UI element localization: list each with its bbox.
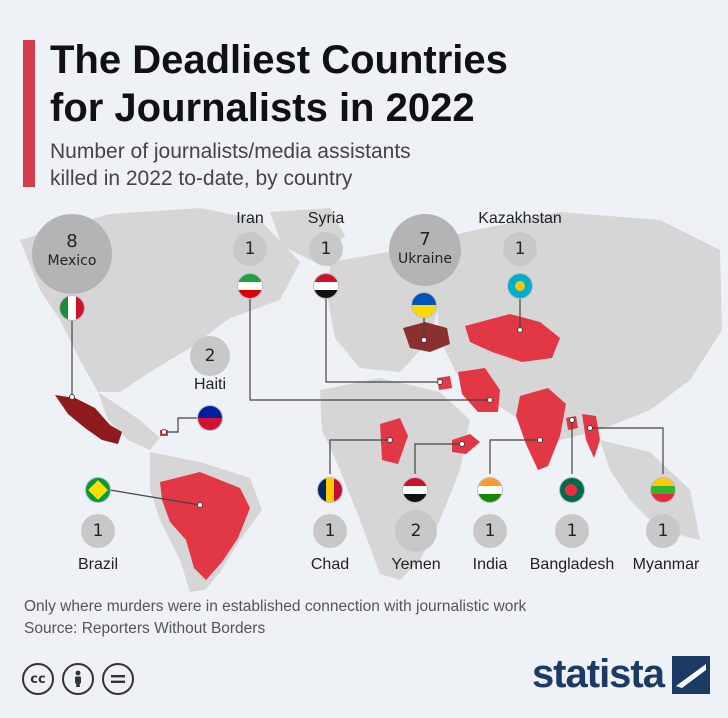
statista-logo-mark-icon	[672, 655, 710, 694]
ukraine-region	[403, 322, 450, 352]
chad-label: Chad	[310, 556, 350, 573]
yemen-dot	[459, 441, 465, 447]
title-accent-bar	[23, 40, 35, 187]
myanmar-dot	[587, 425, 593, 431]
yemen-flag-icon	[403, 478, 427, 502]
ukraine-count: 7	[419, 229, 431, 250]
kazakhstan-count: 1	[514, 239, 526, 259]
haiti-flag-icon	[198, 406, 222, 430]
yemen-region	[452, 434, 480, 454]
bangladesh-count-bubble: 1	[555, 514, 589, 548]
haiti-label: Haiti	[193, 376, 227, 393]
bangladesh-dot	[569, 417, 575, 423]
ukraine-count-bubble: 7 Ukraine	[389, 214, 461, 286]
mexico-count: 8	[66, 231, 78, 252]
central-america-land	[98, 392, 160, 450]
statista-logo[interactable]: statista	[532, 652, 710, 697]
india-flag-icon	[478, 478, 502, 502]
page-title: The Deadliest Countries for Journalists …	[50, 38, 508, 130]
chad-connector	[329, 439, 390, 474]
southeast-asia-land	[600, 440, 700, 540]
yemen-count: 2	[410, 521, 422, 541]
myanmar-region	[582, 414, 600, 458]
attribution-icon[interactable]	[62, 663, 94, 695]
haiti-connector	[164, 417, 198, 433]
connector-dots	[69, 327, 593, 508]
page-subtitle: Number of journalists/media assistants k…	[50, 140, 411, 190]
india-dot	[537, 437, 543, 443]
bangladesh-label: Bangladesh	[529, 556, 615, 573]
license-icons: cc	[22, 663, 134, 695]
brazil-count: 1	[92, 521, 104, 541]
kazakhstan-count-bubble: 1	[503, 232, 537, 266]
india-label: India	[472, 556, 508, 573]
highlighted-countries	[55, 314, 600, 580]
iran-label: Iran	[236, 210, 264, 227]
myanmar-connector	[590, 427, 664, 474]
iran-dot	[487, 397, 493, 403]
mexico-dot	[69, 394, 75, 400]
india-connector	[489, 439, 540, 474]
brazil-connector	[109, 489, 201, 506]
india-count-bubble: 1	[473, 514, 507, 548]
ukraine-dot	[421, 337, 427, 343]
connector-lines	[71, 295, 664, 506]
syria-dot	[437, 379, 443, 385]
mexico-region	[55, 395, 122, 444]
syria-count: 1	[320, 239, 332, 259]
bangladesh-count: 1	[566, 521, 578, 541]
syria-count-bubble: 1	[309, 232, 343, 266]
statista-logo-text: statista	[531, 652, 665, 696]
yemen-count-bubble: 2	[395, 510, 437, 552]
iran-count-bubble: 1	[233, 232, 267, 266]
chad-region	[380, 418, 408, 464]
no-derivatives-icon[interactable]	[102, 663, 134, 695]
brazil-dot	[197, 502, 203, 508]
mexico-count-bubble: 8 Mexico	[32, 214, 112, 294]
iran-connector	[249, 295, 490, 401]
yemen-label: Yemen	[391, 556, 441, 573]
haiti-count-bubble: 2	[190, 336, 230, 376]
brazil-count-bubble: 1	[81, 514, 115, 548]
syria-flag-icon	[314, 274, 338, 298]
kazakhstan-dot	[517, 327, 523, 333]
mexico-flag-icon	[60, 296, 84, 320]
kazakhstan-label: Kazakhstan	[478, 210, 562, 227]
mexico-label: Mexico	[47, 253, 97, 269]
syria-label: Syria	[307, 210, 345, 227]
footnote-source: Only where murders were in established c…	[24, 598, 527, 637]
chad-count: 1	[324, 521, 336, 541]
syria-connector	[325, 298, 440, 383]
myanmar-count-bubble: 1	[646, 514, 680, 548]
india-count: 1	[484, 521, 496, 541]
yemen-connector	[414, 443, 462, 474]
haiti-count: 2	[204, 346, 216, 366]
kazakhstan-flag-icon	[508, 274, 532, 298]
ukraine-flag-icon	[412, 293, 436, 317]
myanmar-flag-icon	[651, 478, 675, 502]
myanmar-count: 1	[657, 521, 669, 541]
kazakhstan-region	[465, 314, 560, 362]
creative-commons-icon[interactable]: cc	[22, 663, 54, 695]
ukraine-label: Ukraine	[397, 251, 453, 267]
asia-land	[430, 212, 722, 440]
brazil-flag-icon	[86, 478, 110, 502]
bangladesh-flag-icon	[560, 478, 584, 502]
iran-flag-icon	[238, 274, 262, 298]
haiti-dot	[161, 429, 167, 435]
chad-dot	[387, 437, 393, 443]
myanmar-label: Myanmar	[632, 556, 700, 573]
brazil-label: Brazil	[77, 556, 119, 573]
iran-count: 1	[244, 239, 256, 259]
india-region	[516, 388, 566, 470]
chad-count-bubble: 1	[313, 514, 347, 548]
chad-flag-icon	[318, 478, 342, 502]
brazil-region	[160, 472, 250, 580]
africa-land	[320, 378, 470, 580]
